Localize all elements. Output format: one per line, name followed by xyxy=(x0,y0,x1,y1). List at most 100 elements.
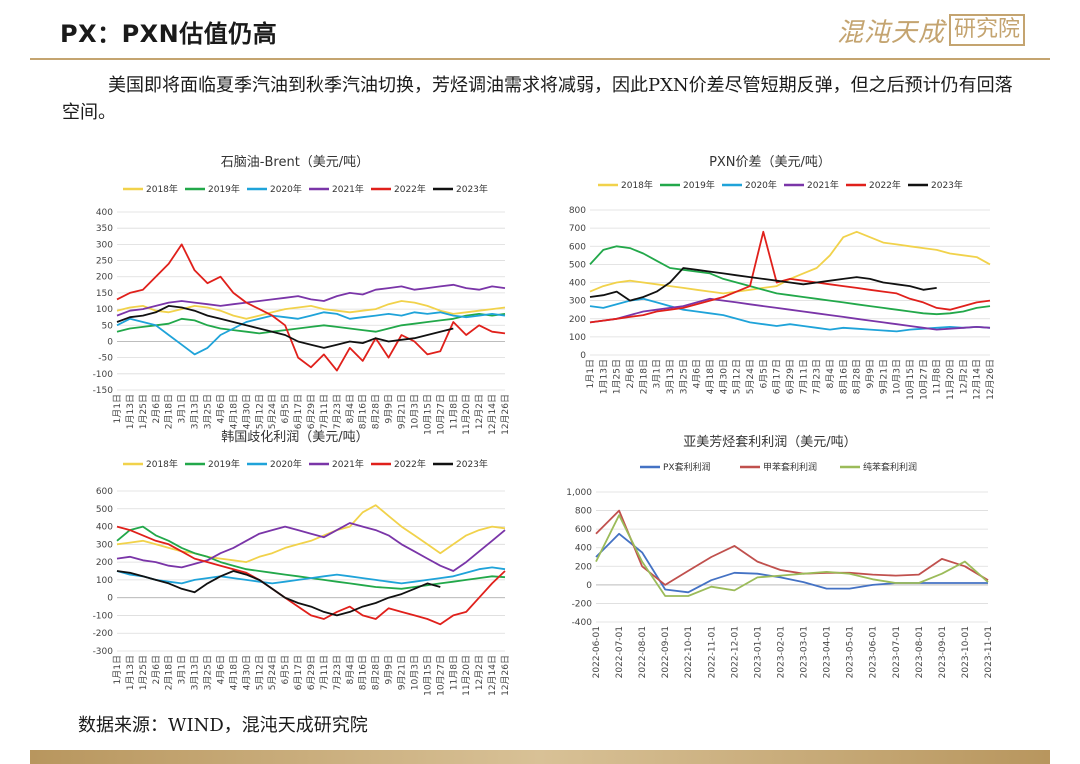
x-tick-label: 2023-09-01 xyxy=(938,626,948,678)
y-tick-label: 400 xyxy=(569,279,586,289)
x-tick-label: 6月17日 xyxy=(293,394,304,429)
header-divider xyxy=(30,58,1050,60)
x-tick-label: 5月12日 xyxy=(254,655,265,690)
y-tick-label: 500 xyxy=(96,505,113,515)
x-tick-label: 10月15日 xyxy=(422,394,433,435)
series-line xyxy=(589,297,991,333)
series-line xyxy=(595,509,989,586)
series-line xyxy=(116,283,506,317)
y-tick-label: 0 xyxy=(586,581,592,591)
chart-title: 韩国歧化利润（美元/吨） xyxy=(221,430,368,445)
x-tick-label: 10月3日 xyxy=(892,359,903,394)
x-tick-label: 5月12日 xyxy=(254,394,265,429)
series-line xyxy=(116,525,506,626)
x-tick-label: 2023-06-01 xyxy=(869,626,879,678)
legend-label: 2023年 xyxy=(456,458,488,470)
legend-label: PX套利利润 xyxy=(663,461,711,473)
y-tick-label: 400 xyxy=(96,208,113,218)
x-tick-label: 2023-08-01 xyxy=(915,626,925,678)
x-tick-label: 2023-04-01 xyxy=(823,626,833,678)
x-tick-label: 8月16日 xyxy=(358,394,369,429)
x-tick-label: 2023-07-01 xyxy=(892,626,902,678)
x-tick-label: 4月6日 xyxy=(692,359,703,388)
x-tick-label: 3月13日 xyxy=(665,359,676,394)
x-tick-label: 3月25日 xyxy=(203,655,214,690)
x-tick-label: 2023-02-01 xyxy=(776,626,786,678)
x-tick-label: 4月30日 xyxy=(718,359,729,394)
y-tick-label: 200 xyxy=(569,315,586,325)
x-tick-label: 2月6日 xyxy=(151,394,162,423)
footer-bar xyxy=(30,750,1050,764)
x-tick-label: 4月18日 xyxy=(228,655,239,690)
x-tick-label: 8月28日 xyxy=(371,655,382,690)
x-tick-label: 4月30日 xyxy=(241,394,252,429)
x-tick-label: 12月2日 xyxy=(958,359,969,394)
y-tick-label: 0 xyxy=(580,351,586,361)
legend-label: 2022年 xyxy=(869,179,901,191)
series-line xyxy=(116,570,441,617)
series-line xyxy=(116,313,506,335)
x-tick-label: 9月21日 xyxy=(878,359,889,394)
x-tick-label: 4月6日 xyxy=(215,394,226,423)
series-line xyxy=(595,532,988,594)
x-tick-label: 4月30日 xyxy=(241,655,252,690)
x-tick-label: 6月5日 xyxy=(758,359,769,388)
x-tick-label: 6月17日 xyxy=(772,359,783,394)
x-tick-label: 6月17日 xyxy=(293,655,304,690)
y-tick-label: 300 xyxy=(96,240,113,250)
x-tick-label: 2月18日 xyxy=(638,359,649,394)
y-tick-label: -400 xyxy=(572,618,593,628)
series-line xyxy=(589,267,937,302)
chart-svg: PXN价差（美元/吨） 2018年 2019年 2020年 2021年 2022年 2023… xyxy=(569,155,996,400)
x-tick-label: 2023-05-01 xyxy=(846,626,856,678)
x-tick-label: 2月6日 xyxy=(151,655,162,684)
y-tick-label: 0 xyxy=(107,594,113,604)
legend-label: 2022年 xyxy=(394,183,426,195)
x-tick-label: 7月23日 xyxy=(332,394,343,429)
y-tick-label: 600 xyxy=(569,242,586,252)
x-tick-label: 12月14日 xyxy=(487,655,498,696)
legend-label: 2021年 xyxy=(332,458,364,470)
y-tick-label: 600 xyxy=(575,525,592,535)
y-tick-label: 800 xyxy=(569,206,586,216)
legend-label: 2020年 xyxy=(270,183,302,195)
y-tick-label: 0 xyxy=(107,337,113,347)
x-tick-label: 12月2日 xyxy=(474,394,485,429)
x-tick-label: 1月13日 xyxy=(125,394,136,429)
x-tick-label: 8月16日 xyxy=(838,359,849,394)
x-tick-label: 8月28日 xyxy=(371,394,382,429)
y-tick-label: 100 xyxy=(569,333,586,343)
legend-label: 2023年 xyxy=(456,183,488,195)
x-tick-label: 1月13日 xyxy=(598,359,609,394)
y-tick-label: 250 xyxy=(96,257,113,267)
legend-label: 2022年 xyxy=(394,458,426,470)
series-line xyxy=(116,311,506,356)
x-tick-label: 3月13日 xyxy=(190,655,201,690)
x-tick-label: 8月4日 xyxy=(825,359,836,388)
x-tick-label: 10月3日 xyxy=(409,394,420,429)
legend-label: 2020年 xyxy=(745,179,777,191)
legend-label: 2020年 xyxy=(270,458,302,470)
x-tick-label: 2022-11-01 xyxy=(707,626,717,678)
data-source: 数据来源：WIND，混沌天成研究院 xyxy=(78,715,368,736)
y-tick-label: 350 xyxy=(96,224,113,234)
x-tick-label: 12月26日 xyxy=(985,359,996,400)
y-tick-label: 200 xyxy=(96,273,113,283)
y-tick-label: 300 xyxy=(96,540,113,550)
x-tick-label: 1月1日 xyxy=(112,655,123,684)
x-tick-label: 3月1日 xyxy=(652,359,663,388)
y-tick-label: -200 xyxy=(572,599,593,609)
intro-paragraph: 美国即将面临夏季汽油到秋季汽油切换，芳烃调油需求将减弱，因此PXN价差尽管短期反… xyxy=(62,75,1013,123)
legend-label: 2023年 xyxy=(931,179,963,191)
x-tick-label: 7月11日 xyxy=(319,394,330,429)
series-line xyxy=(589,297,991,331)
x-tick-label: 9月21日 xyxy=(397,394,408,429)
x-tick-label: 11月20日 xyxy=(461,394,472,435)
legend-label: 2019年 xyxy=(683,179,715,191)
y-tick-label: 200 xyxy=(96,558,113,568)
y-tick-label: -100 xyxy=(93,611,114,621)
y-tick-label: 100 xyxy=(96,576,113,586)
series-line xyxy=(116,525,506,590)
x-tick-label: 7月11日 xyxy=(798,359,809,394)
x-tick-label: 8月4日 xyxy=(345,394,356,423)
